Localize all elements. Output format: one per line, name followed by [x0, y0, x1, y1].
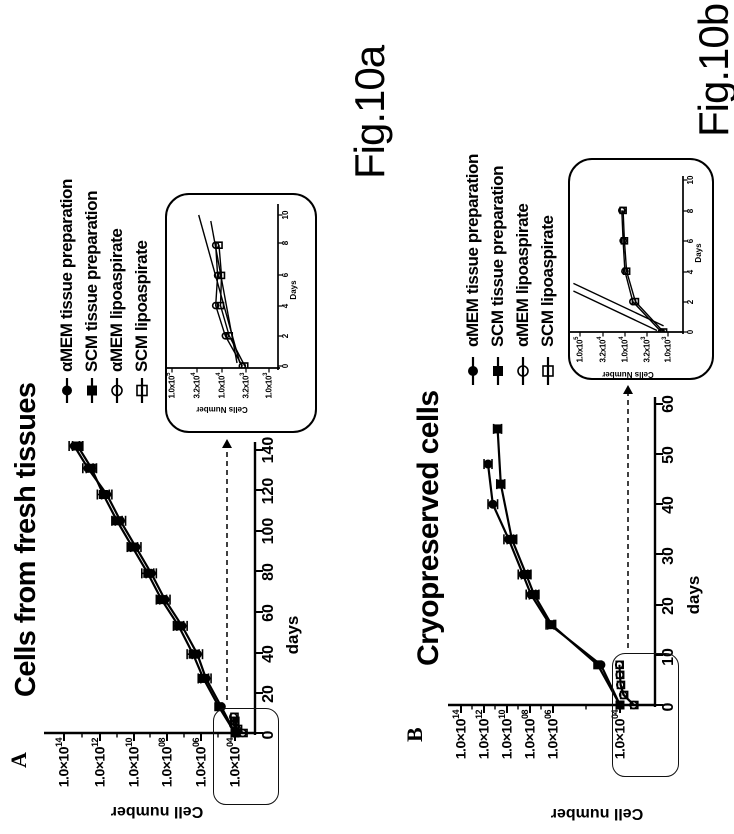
panel-b-inset-xtick: 8 — [686, 208, 695, 214]
panel-b-inset-xaxis-label: Days — [694, 243, 703, 263]
panel-b-inset-xtick: 0 — [686, 329, 695, 335]
fig-10b-label: Fig.10b — [690, 3, 734, 137]
panel-a-xtick: 120 — [260, 477, 277, 505]
panel-b-inset-ytick: 1.0x105 — [574, 337, 585, 363]
panel-a-xtick: 60 — [260, 604, 277, 622]
panel-a-letter: A — [6, 752, 31, 768]
fig-10a-label: Fig.10a — [346, 45, 393, 179]
legend-item-label: αMEM lipoaspirate — [513, 203, 532, 347]
panel-a-ytick: 1.0×1014 — [54, 738, 72, 788]
legend-marker-filled-circle — [468, 357, 478, 385]
panel-a-xtick: 40 — [260, 645, 277, 663]
legend-item-label: αMEM tissue preparation — [57, 178, 76, 372]
legend-marker-open-square — [542, 357, 554, 385]
panel-a-title: Cells from fresh tissues — [10, 382, 42, 697]
panel-b-xtick: 60 — [660, 395, 677, 413]
legend-marker-open-circle — [517, 357, 529, 385]
panel-b-xtick: 20 — [660, 597, 677, 615]
legend-marker-filled-circle — [62, 378, 72, 403]
legend-item-label: αMEM lipoaspirate — [107, 228, 126, 372]
panel-b-xtick: 50 — [660, 446, 677, 464]
legend-marker-filled-square — [493, 357, 503, 385]
panel-a-xtick: 140 — [260, 436, 277, 464]
panel-b-inset-curves — [573, 206, 668, 332]
panel-b-letter: B — [402, 727, 427, 742]
panel-a-plot — [44, 204, 283, 741]
panel-a-yaxis-label: Cell number — [110, 803, 204, 820]
panel-a-inset-ytick: 1.0x103 — [263, 373, 274, 399]
legend-marker-open-circle — [111, 378, 123, 403]
panel-b-plot — [448, 176, 688, 713]
panel-b-xaxis-label: days — [684, 575, 703, 615]
panel-a-xtick: 80 — [260, 563, 277, 581]
panel-b-xtick: 40 — [660, 496, 677, 514]
panel-a-zoom-box — [213, 708, 279, 805]
legend-item-label: SCM tissue preparation — [488, 165, 507, 347]
panel-b-ytick: 1.0×1006 — [543, 710, 561, 760]
panel-b-yaxis-label: Cell number — [550, 805, 644, 822]
panel-a-xtick: 100 — [260, 517, 277, 545]
panel-b-inset-ytick: 1.0x103 — [662, 337, 673, 363]
panel-b-inset-xtick: 10 — [686, 175, 695, 185]
panel-a-inset-xtick: 0 — [281, 363, 290, 369]
legend-marker-open-square — [136, 378, 148, 403]
panel-a-xaxis-label: days — [283, 615, 302, 655]
panel-a-inset-curves — [198, 214, 249, 368]
panel-b-ytick: 1.0×1014 — [451, 710, 469, 760]
panel-a-inset-yaxis-label: Cells Number — [196, 405, 248, 414]
panel-a-inset-xtick: 2 — [281, 333, 290, 339]
panel-b-zoom-box — [612, 653, 679, 777]
panel-b-inset-yaxis-label: Cells Number — [602, 370, 654, 379]
panel-a-inset-xtick: 8 — [281, 240, 290, 246]
panel-a-inset-xtick: 10 — [281, 210, 290, 220]
panel-a-inset-ytick: 1.0x105 — [166, 373, 177, 399]
panel-b-ytick: 1.0×1010 — [497, 710, 515, 760]
panel-b-inset-xtick: 2 — [686, 299, 695, 305]
legend-item-label: SCM lipoaspirate — [538, 215, 557, 347]
panel-b-ytick: 1.0×1008 — [520, 710, 538, 760]
legend-item-label: αMEM tissue preparation — [463, 153, 482, 347]
panel-b-xtick: 30 — [660, 547, 677, 565]
panel-a-inset-xaxis-label: Days — [289, 280, 298, 300]
legend-item-label: SCM tissue preparation — [82, 190, 101, 372]
legend-marker-filled-square — [87, 378, 97, 403]
panel-b-title: Cryopreserved cells — [412, 390, 445, 666]
legend-item-label: SCM lipoaspirate — [132, 240, 151, 372]
panel-b-ytick: 1.0×1012 — [474, 710, 492, 760]
